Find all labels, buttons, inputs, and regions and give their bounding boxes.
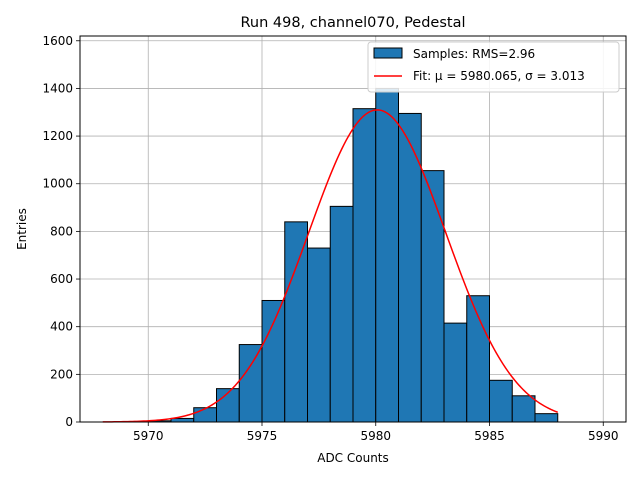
x-axis-ticks: 5970 5975 5980 5985 5990: [133, 422, 619, 443]
legend-box: [367, 41, 620, 93]
y-tick-label: 1400: [42, 81, 73, 95]
plot-frame: [79, 35, 627, 423]
histogram-bars: [147, 87, 559, 423]
histogram-bar: [511, 395, 536, 423]
x-tick-label: 5975: [247, 429, 278, 443]
x-tick-label: 5985: [474, 429, 505, 443]
histogram-bar: [261, 299, 286, 423]
y-tick-label: 200: [50, 367, 73, 381]
y-tick-label: 800: [50, 224, 73, 238]
y-tick-label: 600: [50, 272, 73, 286]
y-tick-label: 1200: [42, 129, 73, 143]
histogram-bar: [534, 413, 559, 423]
histogram-bar: [170, 417, 195, 423]
histogram-bar: [375, 87, 399, 423]
y-tick-label: 400: [50, 320, 73, 334]
histogram-bar: [193, 407, 217, 423]
legend: Samples: RMS=2.96 Fit: μ = 5980.065, σ =…: [367, 41, 620, 93]
histogram-bar: [307, 247, 331, 423]
legend-label-fit: Fit: μ = 5980.065, σ = 3.013: [413, 69, 585, 83]
legend-swatch-samples: [373, 47, 403, 59]
y-tick-label: 1000: [42, 177, 73, 191]
y-axis-label: Entries: [15, 208, 29, 250]
x-axis-label: ADC Counts: [317, 451, 389, 465]
legend-label-samples: Samples: RMS=2.96: [413, 47, 535, 61]
histogram-bar: [352, 108, 377, 423]
histogram-bar: [284, 221, 308, 423]
x-tick-label: 5990: [588, 429, 619, 443]
x-tick-label: 5970: [133, 429, 164, 443]
histogram-bar: [420, 170, 445, 423]
histogram-bar: [238, 344, 263, 423]
y-tick-label: 1600: [42, 34, 73, 48]
x-tick-label: 5980: [360, 429, 391, 443]
histogram-bar: [489, 379, 513, 423]
histogram-bar: [443, 322, 468, 423]
fit-curve: [102, 109, 559, 423]
chart-title: Run 498, channel070, Pedestal: [240, 15, 465, 31]
y-axis-ticks: 0 200 400 600 800 1000 1200 1400 1600: [42, 34, 80, 429]
histogram-bar: [329, 205, 354, 423]
y-tick-label: 0: [65, 415, 73, 429]
